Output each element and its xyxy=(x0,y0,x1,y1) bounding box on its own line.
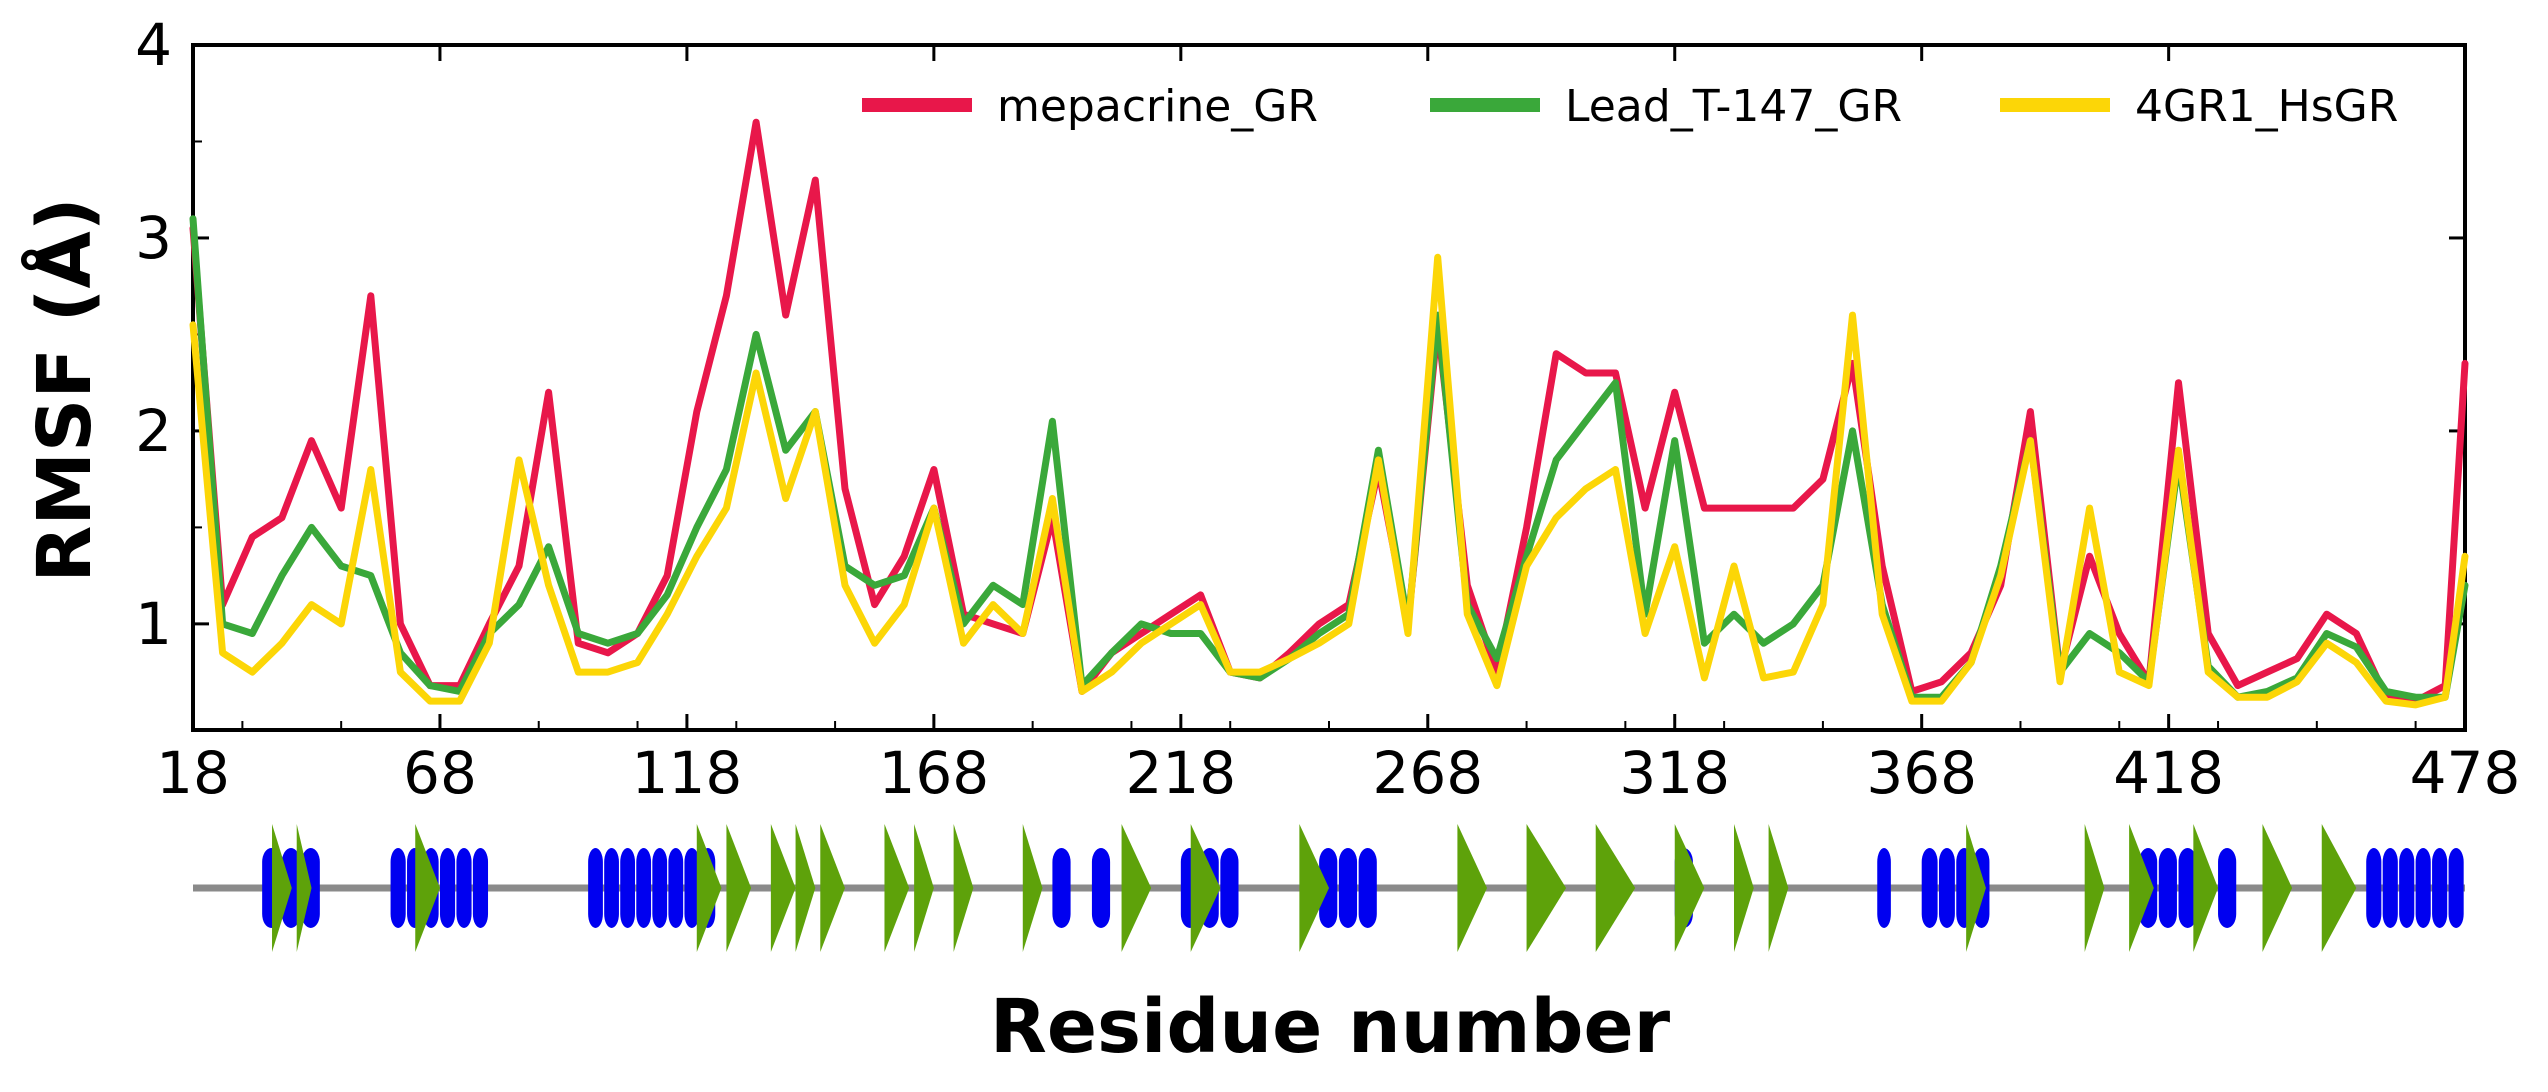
strand-arrow xyxy=(415,824,440,952)
secondary-structure-track xyxy=(193,824,2465,952)
strand-arrow xyxy=(770,824,796,952)
helix-turn xyxy=(439,848,456,928)
x-tick-label: 418 xyxy=(2113,739,2224,807)
strand-arrow xyxy=(2129,824,2154,952)
series-line-0 xyxy=(189,118,2469,705)
legend: mepacrine_GR Lead_T-147_GR 4GR1_HsGR xyxy=(862,81,2398,132)
helix-turn xyxy=(2178,848,2197,928)
x-tick-label: 218 xyxy=(1125,739,1236,807)
x-tick-label: 478 xyxy=(2410,739,2521,807)
series-line-1 xyxy=(189,215,2469,701)
strand-arrow xyxy=(2084,824,2105,952)
helix-turn xyxy=(684,848,700,928)
y-tick-label: 4 xyxy=(135,11,172,79)
helix-turn xyxy=(620,848,636,928)
strand-arrow xyxy=(2321,824,2357,952)
strand-arrow xyxy=(1674,824,1705,952)
helix-turn xyxy=(2158,848,2177,928)
helix-turn xyxy=(1220,848,1239,928)
helix-turn xyxy=(2218,848,2237,928)
helix-turn xyxy=(604,848,619,928)
strand-arrow xyxy=(296,824,312,952)
helix-turn xyxy=(456,848,472,928)
helix-turn xyxy=(1358,848,1377,928)
legend-label-2: 4GR1_HsGR xyxy=(2135,81,2398,132)
helix-turn xyxy=(2366,848,2382,928)
strand-arrow xyxy=(1966,824,1986,952)
helix-turn xyxy=(472,848,489,928)
x-tick-label: 68 xyxy=(403,739,477,807)
strand-arrow xyxy=(2262,824,2293,952)
helix-turn xyxy=(2415,848,2431,928)
y-tick-label: 3 xyxy=(135,204,172,272)
helix-turn xyxy=(1091,848,1111,928)
x-tick-label: 168 xyxy=(879,739,990,807)
strand-arrow xyxy=(272,824,292,952)
series-lines xyxy=(189,118,2469,709)
helix-turn xyxy=(2382,848,2398,928)
helix-turn xyxy=(1052,848,1071,928)
x-tick-label: 118 xyxy=(632,739,743,807)
strand-arrow xyxy=(1022,824,1043,952)
helix-turn xyxy=(2432,848,2448,928)
helix-turn xyxy=(1921,848,1938,928)
x-tick-label: 318 xyxy=(1619,739,1730,807)
helix-turn xyxy=(2399,848,2415,928)
strand-arrow xyxy=(2193,824,2219,952)
strand-arrow xyxy=(820,824,845,952)
helix-turn xyxy=(2448,848,2464,928)
strand-arrow xyxy=(1121,824,1152,952)
x-axis-title: Residue number xyxy=(990,984,1671,1070)
strand-arrow xyxy=(1457,824,1488,952)
legend-label-0: mepacrine_GR xyxy=(997,81,1318,132)
helix-turn xyxy=(1338,848,1358,928)
strand-arrow xyxy=(1526,824,1567,952)
strand-arrow xyxy=(1190,824,1221,952)
strand-arrow xyxy=(884,824,910,952)
helix-turn xyxy=(588,848,603,928)
series-line-2 xyxy=(189,253,2469,709)
strand-arrow xyxy=(1299,824,1329,952)
y-tick-label: 2 xyxy=(135,397,172,465)
strand-arrow xyxy=(726,824,752,952)
axis-ticks: 18 68 118 168 218 268 318 368 418 478 1 2 3 4 xyxy=(135,11,2520,807)
x-tick-label: 368 xyxy=(1866,739,1977,807)
helix-turn xyxy=(636,848,652,928)
strand-arrow xyxy=(1734,824,1754,952)
strand-arrow xyxy=(914,824,934,952)
helix-turn xyxy=(668,848,684,928)
x-tick-label: 18 xyxy=(156,739,230,807)
strand-arrow xyxy=(696,824,722,952)
strand-arrow xyxy=(1595,824,1636,952)
helix-turn xyxy=(1938,848,1955,928)
helix-turn xyxy=(1877,848,1891,928)
x-tick-label: 268 xyxy=(1372,739,1483,807)
helix-turn xyxy=(390,848,406,928)
strand-arrow xyxy=(953,824,974,952)
strand-arrow xyxy=(1768,824,1789,952)
helix-turn xyxy=(652,848,668,928)
strand-arrow xyxy=(795,824,816,952)
y-tick-label: 1 xyxy=(135,590,172,658)
legend-label-1: Lead_T-147_GR xyxy=(1565,81,1902,132)
y-axis-title: RMSF (Å) xyxy=(20,197,108,582)
